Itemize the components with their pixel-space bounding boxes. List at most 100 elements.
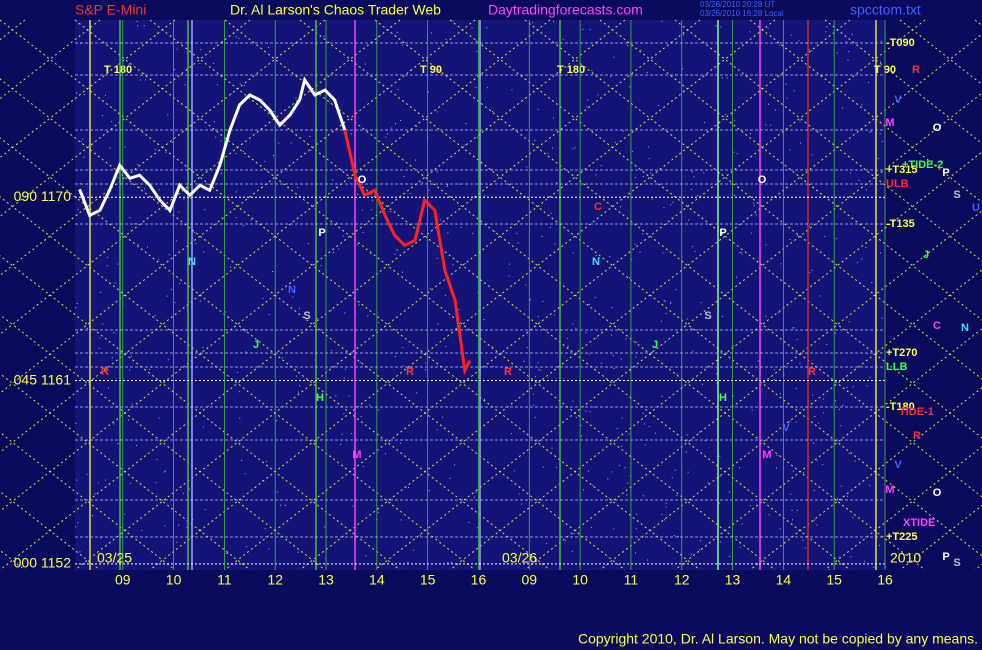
star	[588, 303, 590, 305]
lattice-line	[0, 372, 251, 571]
star	[538, 368, 540, 370]
star	[865, 246, 867, 248]
planet-label: J	[652, 339, 658, 351]
x-tick-label: 10	[166, 572, 182, 588]
file-name: spcctom.txt	[850, 2, 921, 18]
star	[792, 327, 794, 329]
star	[371, 199, 373, 201]
planet-label: V	[894, 94, 902, 106]
star	[427, 91, 429, 93]
star	[688, 219, 690, 221]
planet-label: J	[253, 339, 259, 351]
timestamp: 03/26/2010 16:28 Local	[700, 9, 784, 18]
star	[613, 528, 615, 530]
star	[556, 466, 558, 468]
star	[677, 536, 679, 538]
star	[264, 528, 266, 530]
star	[449, 477, 451, 479]
star	[237, 371, 239, 373]
cycle-label: T 180	[104, 64, 132, 76]
star	[523, 360, 525, 362]
star	[278, 142, 280, 144]
star	[716, 382, 718, 384]
star	[834, 332, 836, 334]
star	[436, 111, 438, 113]
star	[129, 369, 131, 371]
star	[583, 489, 585, 491]
star	[265, 460, 267, 462]
star	[149, 368, 151, 370]
star	[460, 226, 462, 228]
star	[199, 62, 201, 64]
tide-label: +TIDE-2	[902, 159, 943, 171]
level-label: -T180	[886, 401, 915, 413]
star	[113, 332, 115, 334]
star	[813, 490, 815, 492]
star	[200, 293, 202, 295]
star	[749, 31, 751, 33]
star	[534, 416, 536, 418]
star	[654, 432, 656, 434]
lattice-line	[0, 19, 701, 571]
star	[721, 315, 723, 317]
star	[154, 149, 156, 151]
star	[720, 26, 722, 28]
planet-label: O	[358, 174, 367, 186]
star	[509, 263, 511, 265]
star	[441, 416, 443, 418]
star	[537, 108, 539, 110]
star	[824, 236, 826, 238]
star	[660, 320, 662, 322]
star	[508, 275, 510, 277]
lattice-line	[374, 92, 982, 571]
star	[674, 469, 676, 471]
star	[699, 540, 701, 542]
star	[718, 172, 720, 174]
star	[348, 395, 350, 397]
star	[728, 491, 730, 493]
star	[858, 179, 860, 181]
star	[104, 479, 106, 481]
star	[436, 257, 438, 259]
planet-label: H	[316, 392, 324, 404]
star	[699, 549, 701, 551]
star	[79, 551, 81, 553]
level-label: -T090	[886, 37, 915, 49]
star	[611, 471, 613, 473]
lattice-line	[449, 151, 982, 571]
lattice-line	[0, 19, 401, 335]
star	[594, 297, 596, 299]
star	[551, 447, 553, 449]
star	[591, 70, 593, 72]
star	[387, 133, 389, 135]
star	[473, 496, 475, 498]
planet-label: S	[704, 310, 711, 322]
star	[377, 36, 379, 38]
star	[698, 391, 700, 393]
star	[850, 556, 852, 558]
x-tick-label: 15	[826, 572, 842, 588]
star	[848, 51, 850, 53]
star	[98, 347, 100, 349]
star	[554, 243, 556, 245]
star	[452, 264, 454, 266]
star	[627, 482, 629, 484]
star	[791, 509, 793, 511]
star	[613, 368, 615, 370]
star	[272, 111, 274, 113]
star	[553, 314, 555, 316]
x-tick-label: 09	[522, 572, 538, 588]
star	[491, 346, 493, 348]
star	[309, 135, 311, 137]
star	[620, 358, 622, 360]
star	[809, 225, 811, 227]
star	[130, 355, 132, 357]
star	[526, 346, 528, 348]
star	[429, 287, 431, 289]
lattice-line	[299, 33, 982, 571]
star	[592, 484, 594, 486]
star	[484, 398, 486, 400]
star	[176, 541, 178, 543]
star	[861, 258, 863, 260]
planet-label: R	[913, 430, 921, 442]
